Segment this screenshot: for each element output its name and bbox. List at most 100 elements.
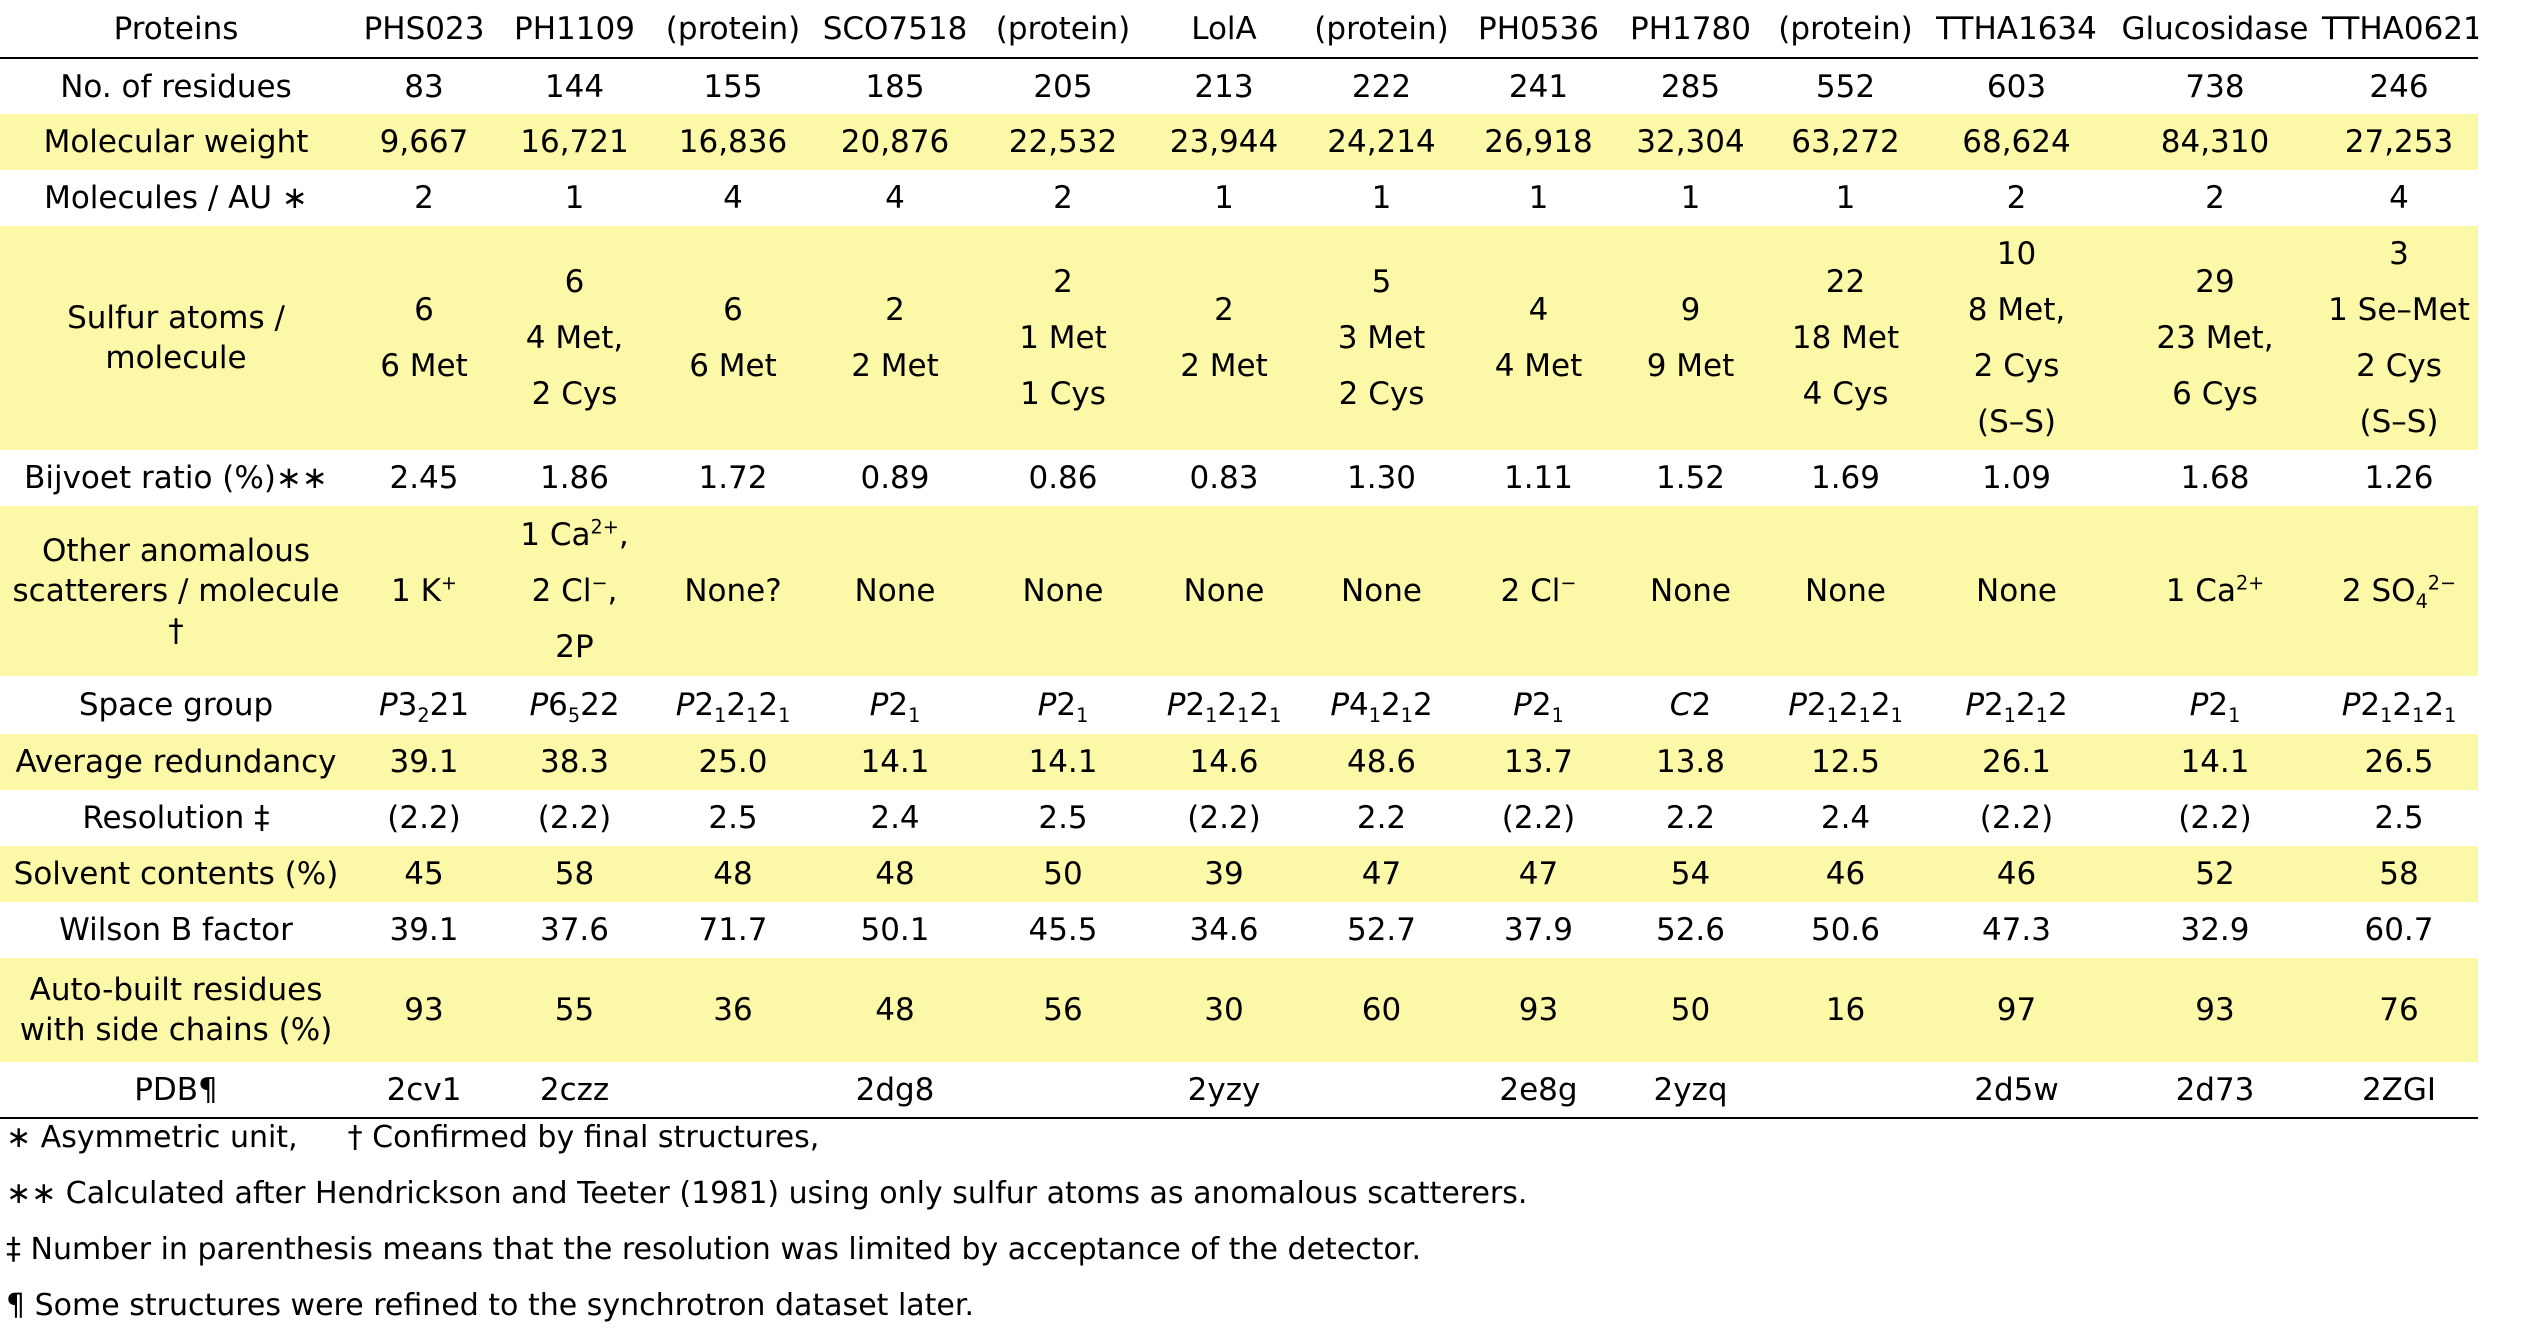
table-cell: 285 <box>1613 58 1768 114</box>
protein-name: (protein) <box>1299 0 1464 59</box>
table-cell: 58 <box>496 846 653 902</box>
table-cell: 1 <box>496 170 653 226</box>
table-cell: 1 Ca2+, 2 Cl−, 2P <box>496 506 653 676</box>
footnote: ‡ Number in parenthesis means that the r… <box>6 1232 1421 1267</box>
table-cell: 39 <box>1149 846 1299 902</box>
table-cell: 4 <box>653 170 813 226</box>
table-cell: P41212 <box>1299 676 1464 734</box>
table-cell: 93 <box>352 958 496 1062</box>
space-group-row: Space group P3221 P6522 P212121 P21 P21 … <box>0 676 2478 734</box>
table-cell: 1 <box>1149 170 1299 226</box>
table-cell: 45 <box>352 846 496 902</box>
table-cell: 47 <box>1464 846 1613 902</box>
table-cell: 9,667 <box>352 114 496 170</box>
table-cell: P212121 <box>1768 676 1923 734</box>
table-cell: None <box>1923 506 2110 676</box>
table-cell: P212121 <box>653 676 813 734</box>
table-cell: 52.7 <box>1299 902 1464 958</box>
row-header: Solvent contents (%) <box>0 846 352 902</box>
table-cell: 45.5 <box>977 902 1149 958</box>
table-cell <box>977 1062 1149 1119</box>
table-cell: 12.5 <box>1768 734 1923 790</box>
protein-name: (protein) <box>1768 0 1923 59</box>
table-cell: 4 <box>2320 170 2478 226</box>
table-cell: P21 <box>1464 676 1613 734</box>
table-cell: 1.30 <box>1299 450 1464 506</box>
row-header: Resolution ‡ <box>0 790 352 846</box>
row-header: Molecules / AU ∗ <box>0 170 352 226</box>
table-cell: 52.6 <box>1613 902 1768 958</box>
table-cell: 2.4 <box>813 790 977 846</box>
table-cell: 24,214 <box>1299 114 1464 170</box>
table-cell: 1 <box>1768 170 1923 226</box>
table-cell: (2.2) <box>1464 790 1613 846</box>
sulfur-cell: 29 23 Met, 6 Cys <box>2110 226 2320 450</box>
row-header: Molecular weight <box>0 114 352 170</box>
table-cell: 213 <box>1149 58 1299 114</box>
table-cell: 34.6 <box>1149 902 1299 958</box>
table-row: PDB¶ 2cv1 2czz 2dg8 2yzy 2e8g 2yzq 2d5w … <box>0 1062 2478 1119</box>
protein-name: Glucosidase <box>2110 0 2320 59</box>
table-cell: 246 <box>2320 58 2478 114</box>
footnotes: ∗ Asymmetric unit, † Confirmed by final s… <box>6 1110 1527 1334</box>
protein-name: (protein) <box>653 0 813 59</box>
table-cell: P21 <box>813 676 977 734</box>
table-cell: 63,272 <box>1768 114 1923 170</box>
table-cell: 2cv1 <box>352 1062 496 1119</box>
table-cell: 76 <box>2320 958 2478 1062</box>
table-cell: (2.2) <box>1149 790 1299 846</box>
table-cell: 93 <box>2110 958 2320 1062</box>
table-cell: 83 <box>352 58 496 114</box>
protein-name: PH1780 <box>1613 0 1768 59</box>
table-cell: 60.7 <box>2320 902 2478 958</box>
table-cell: 26,918 <box>1464 114 1613 170</box>
protein-name: PHS023 <box>352 0 496 59</box>
table-cell: 1 Ca2+ <box>2110 506 2320 676</box>
table-cell: None <box>977 506 1149 676</box>
table-cell: P6522 <box>496 676 653 734</box>
table-cell: 2 Cl− <box>1464 506 1613 676</box>
table-cell: 27,253 <box>2320 114 2478 170</box>
table-cell: 52 <box>2110 846 2320 902</box>
table-cell: 37.6 <box>496 902 653 958</box>
table-cell: 30 <box>1149 958 1299 1062</box>
table-cell: 36 <box>653 958 813 1062</box>
table-cell: 58 <box>2320 846 2478 902</box>
table-cell: None <box>813 506 977 676</box>
row-header: Average redundancy <box>0 734 352 790</box>
table-cell: 22,532 <box>977 114 1149 170</box>
table-cell: C2 <box>1613 676 1768 734</box>
table-cell: 37.9 <box>1464 902 1613 958</box>
protein-name: LolA <box>1149 0 1299 59</box>
table-cell: 144 <box>496 58 653 114</box>
table-cell: 54 <box>1613 846 1768 902</box>
table-cell: 2 SO42− <box>2320 506 2478 676</box>
row-header: Bijvoet ratio (%)∗∗ <box>0 450 352 506</box>
table-cell: 1.09 <box>1923 450 2110 506</box>
row-header: No. of residues <box>0 58 352 114</box>
table-cell: P21 <box>2110 676 2320 734</box>
row-header: Space group <box>0 676 352 734</box>
table-cell: 55 <box>496 958 653 1062</box>
table-cell: 1 K+ <box>352 506 496 676</box>
table-cell: 2.2 <box>1299 790 1464 846</box>
table-cell: 93 <box>1464 958 1613 1062</box>
table-cell: None <box>1149 506 1299 676</box>
table-cell: 25.0 <box>653 734 813 790</box>
table-cell: 2d5w <box>1923 1062 2110 1119</box>
table-cell: 603 <box>1923 58 2110 114</box>
row-header: Auto-built residues with side chains (%) <box>0 958 352 1062</box>
table-row: No. of residues 83 144 155 185 205 213 2… <box>0 58 2478 114</box>
row-header: Wilson B factor <box>0 902 352 958</box>
table-cell: 16,721 <box>496 114 653 170</box>
table-cell: 2e8g <box>1464 1062 1613 1119</box>
footnote: ∗ Asymmetric unit, † Confirmed by final s… <box>6 1120 820 1155</box>
